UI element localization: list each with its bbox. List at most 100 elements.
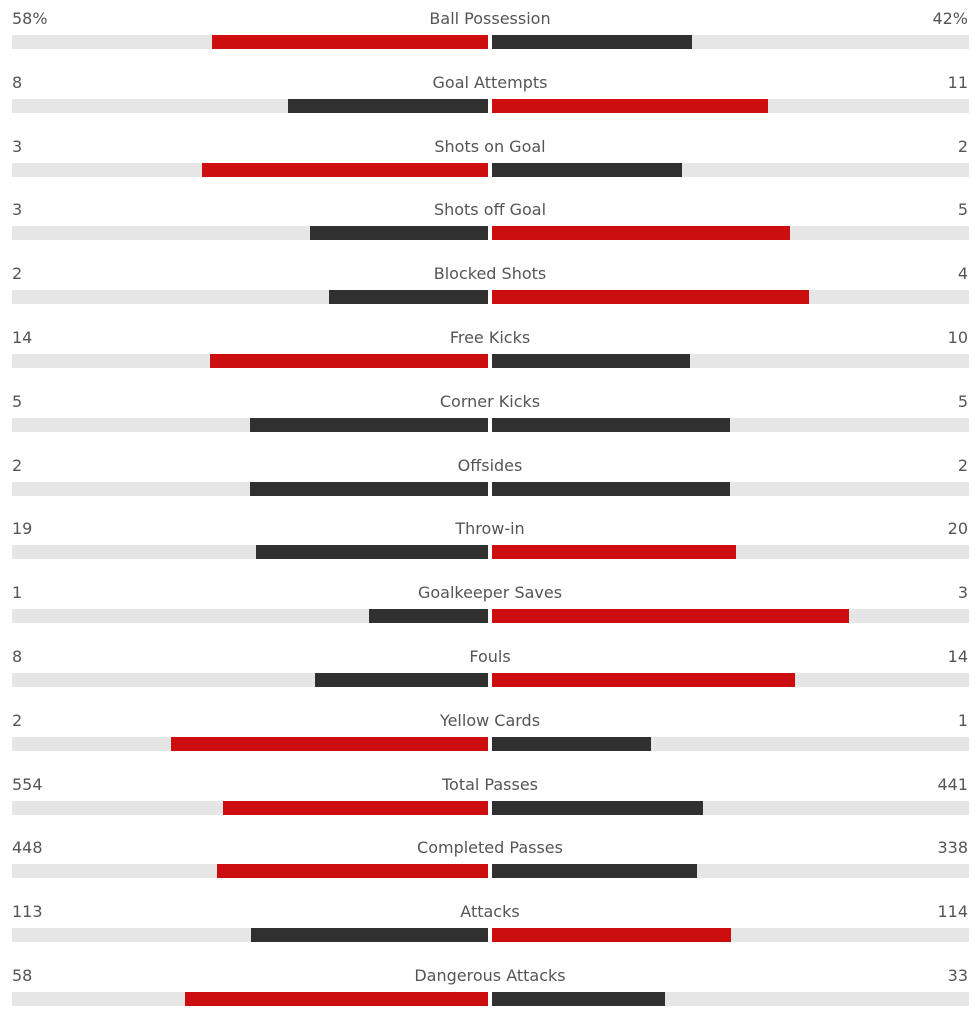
away-track [492, 928, 969, 943]
home-track [12, 609, 488, 624]
home-value: 113 [12, 902, 43, 922]
away-value: 10 [947, 328, 968, 347]
home-track [12, 162, 488, 177]
stat-name: Free Kicks [449, 328, 531, 347]
home-track [12, 800, 488, 815]
home-bar [256, 545, 488, 560]
away-value: 5 [957, 200, 968, 220]
away-value: 42% [932, 9, 968, 28]
away-bar [492, 35, 692, 49]
away-track [492, 417, 969, 432]
stat-row: 8 Fouls 14 [0, 646, 980, 696]
away-value: 114 [937, 902, 968, 922]
away-bar [492, 98, 768, 113]
away-bar [492, 864, 697, 879]
away-value: 20 [947, 519, 968, 539]
home-value: 1 [12, 583, 23, 603]
home-track [12, 290, 488, 305]
away-value: 441 [937, 774, 968, 794]
away-track [492, 354, 969, 368]
away-bar [492, 545, 737, 560]
stat-name: Yellow Cards [439, 710, 541, 730]
away-track [492, 226, 969, 241]
stat-row: 58% Ball Possession 42% [0, 8, 980, 58]
stat-name: Shots off Goal [433, 200, 547, 220]
home-track [12, 354, 488, 368]
stat-row: 2 Blocked Shots 4 [0, 263, 980, 313]
home-value: 2 [12, 710, 23, 730]
home-track [12, 928, 488, 943]
home-bar [250, 481, 488, 496]
stat-row: 14 Free Kicks 10 [0, 327, 980, 377]
away-track [492, 864, 969, 879]
stat-row: 3 Shots off Goal 5 [0, 199, 980, 249]
home-track [12, 864, 488, 879]
away-value: 3 [957, 583, 968, 603]
away-track [492, 609, 969, 624]
home-value: 554 [12, 774, 43, 794]
away-bar [492, 609, 849, 624]
home-bar [251, 928, 488, 943]
stat-row: 2 Yellow Cards 1 [0, 710, 980, 760]
away-track [492, 736, 969, 751]
away-bar [492, 800, 703, 815]
stat-name: Ball Possession [429, 9, 551, 28]
home-track [12, 98, 488, 113]
stat-name: Dangerous Attacks [414, 966, 566, 985]
home-value: 58% [12, 9, 48, 28]
away-bar [492, 226, 790, 241]
away-bar [492, 736, 651, 751]
stat-name: Total Passes [441, 774, 539, 794]
home-bar [216, 864, 488, 879]
away-track [492, 98, 969, 113]
home-bar [184, 992, 488, 1006]
away-bar [492, 673, 795, 687]
home-bar [202, 162, 488, 177]
home-value: 3 [12, 200, 23, 220]
away-value: 338 [937, 838, 968, 858]
stat-row: 3 Shots on Goal 2 [0, 136, 980, 186]
home-value: 3 [12, 136, 23, 156]
stat-row: 58 Dangerous Attacks 33 [0, 965, 980, 1015]
away-bar [492, 928, 732, 943]
stat-name: Throw-in [455, 519, 525, 539]
home-value: 5 [12, 391, 23, 411]
home-value: 14 [12, 328, 33, 347]
away-value: 5 [957, 391, 968, 411]
away-value: 11 [947, 72, 968, 92]
home-value: 2 [12, 455, 23, 475]
home-value: 2 [12, 264, 23, 284]
home-bar [222, 800, 488, 815]
away-bar [492, 354, 691, 368]
away-track [492, 800, 969, 815]
away-bar [492, 417, 730, 432]
away-track [492, 35, 969, 49]
stat-name: Offsides [457, 455, 523, 475]
home-track [12, 226, 488, 241]
home-bar [211, 35, 488, 49]
home-value: 19 [12, 519, 33, 539]
stat-name: Corner Kicks [439, 391, 541, 411]
away-value: 2 [957, 455, 968, 475]
home-bar [287, 98, 488, 113]
away-track [492, 481, 969, 496]
stat-row: 2 Offsides 2 [0, 455, 980, 505]
stat-row: 448 Completed Passes 338 [0, 837, 980, 887]
home-bar [210, 354, 488, 368]
stat-name: Shots on Goal [434, 136, 546, 156]
home-track [12, 35, 488, 49]
home-value: 8 [12, 72, 23, 92]
home-value: 8 [12, 647, 23, 666]
away-value: 4 [957, 264, 968, 284]
away-bar [492, 992, 665, 1006]
stat-row: 1 Goalkeeper Saves 3 [0, 582, 980, 632]
stat-name: Blocked Shots [433, 264, 547, 284]
home-bar [250, 417, 488, 432]
home-track [12, 992, 488, 1006]
home-bar [369, 609, 488, 624]
away-value: 14 [947, 647, 968, 666]
stat-name: Completed Passes [417, 838, 563, 858]
home-bar [309, 226, 488, 241]
stat-row: 113 Attacks 114 [0, 901, 980, 951]
